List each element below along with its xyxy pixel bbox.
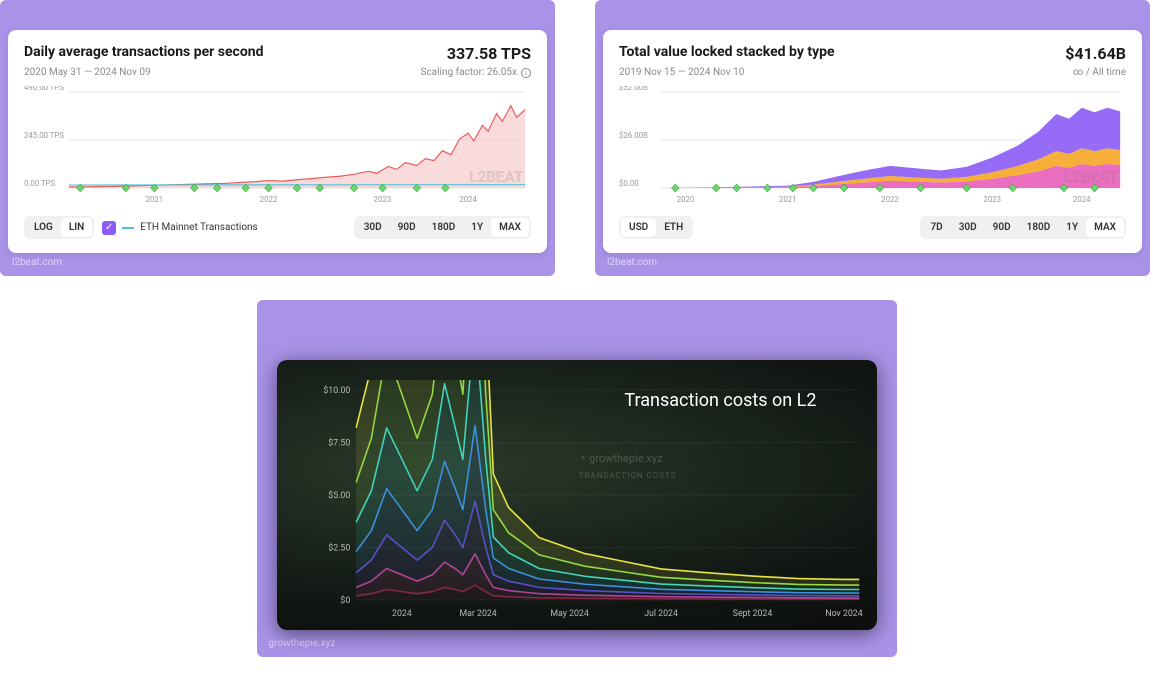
svg-text:May 2024: May 2024 <box>550 609 588 619</box>
tps-chart-area: 490.00 TPS 245.00 TPS 0.00 TPS 2021 2022 2023… <box>24 86 531 206</box>
info-icon[interactable]: i <box>521 68 531 78</box>
svg-text:2023: 2023 <box>984 195 1002 204</box>
tvl-range-toggle: 7D30D90D180D1YMAX <box>920 216 1126 239</box>
tps-value: 337.58 TPS <box>447 44 531 63</box>
legend-label: ETH Mainnet Transactions <box>140 222 258 233</box>
scale-log-button[interactable]: LOG <box>26 218 61 237</box>
svg-text:$0: $0 <box>340 595 350 606</box>
svg-text:2023: 2023 <box>374 195 392 204</box>
checkbox-icon: ✓ <box>102 221 116 235</box>
cost-card: Transaction costs on L2 ◔ growthepie.xyz… <box>277 360 877 630</box>
scale-lin-button[interactable]: LIN <box>61 218 92 237</box>
tps-scaling: Scaling factor: 26.05x <box>421 67 518 78</box>
svg-text:2022: 2022 <box>881 195 899 204</box>
svg-text:2021: 2021 <box>779 195 797 204</box>
range-1y-button[interactable]: 1Y <box>463 218 491 237</box>
tvl-chart-area: $52.00B$26.00B$0.0020202021202220232024 … <box>619 86 1126 206</box>
tvl-title: Total value locked stacked by type <box>619 44 835 60</box>
range-30d-button[interactable]: 30D <box>951 218 985 237</box>
svg-text:Jul 2024: Jul 2024 <box>644 609 678 619</box>
svg-text:2020: 2020 <box>677 195 695 204</box>
tps-date-range: 2020 May 31 — 2024 Nov 09 <box>24 67 151 78</box>
tvl-date-range: 2019 Nov 15 — 2024 Nov 10 <box>619 67 744 78</box>
svg-text:2022: 2022 <box>260 195 278 204</box>
svg-text:Mar 2024: Mar 2024 <box>459 609 496 619</box>
svg-text:245.00 TPS: 245.00 TPS <box>24 131 64 140</box>
svg-text:$26.00B: $26.00B <box>619 131 648 140</box>
tvl-value: $41.64B <box>1065 44 1126 63</box>
svg-text:$5.00: $5.00 <box>328 490 350 501</box>
range-max-button[interactable]: MAX <box>491 218 529 237</box>
svg-text:$10.00: $10.00 <box>323 385 350 396</box>
range-90d-button[interactable]: 90D <box>390 218 424 237</box>
tps-range-toggle: 30D90D180D1YMAX <box>354 216 531 239</box>
range-7d-button[interactable]: 7D <box>922 218 950 237</box>
range-max-button[interactable]: MAX <box>1086 218 1124 237</box>
tps-legend-eth[interactable]: ✓ ETH Mainnet Transactions <box>102 221 258 235</box>
cost-footer: growthepie.xyz <box>265 634 889 649</box>
range-1y-button[interactable]: 1Y <box>1058 218 1086 237</box>
svg-text:2021: 2021 <box>146 195 164 204</box>
svg-text:$52.00B: $52.00B <box>619 86 648 92</box>
currency-eth-button[interactable]: ETH <box>656 218 691 237</box>
tps-scale-toggle: LOGLIN <box>24 216 94 239</box>
svg-text:0.00 TPS: 0.00 TPS <box>24 179 55 188</box>
cost-panel: Transaction costs on L2 ◔ growthepie.xyz… <box>257 300 897 657</box>
cost-chart-area: $10.00 $7.50 $5.00 $2.50 $0 2024 Mar 2024 May 2… <box>323 380 869 620</box>
tps-footer: l2beat.com <box>8 253 547 268</box>
tvl-footer: l2beat.com <box>603 253 1142 268</box>
range-180d-button[interactable]: 180D <box>424 218 464 237</box>
tvl-card: Total value locked stacked by type $41.6… <box>603 30 1142 253</box>
svg-text:Sept 2024: Sept 2024 <box>732 609 772 619</box>
tps-title: Daily average transactions per second <box>24 44 263 60</box>
range-90d-button[interactable]: 90D <box>985 218 1019 237</box>
svg-text:2024: 2024 <box>459 195 477 204</box>
svg-text:2024: 2024 <box>1073 195 1091 204</box>
svg-text:2024: 2024 <box>392 609 412 619</box>
tvl-currency-toggle: USDETH <box>619 216 693 239</box>
tps-card: Daily average transactions per second 33… <box>8 30 547 253</box>
tvl-scaling: ∞ / All time <box>1073 67 1126 78</box>
svg-text:$7.50: $7.50 <box>328 437 350 448</box>
svg-text:$2.50: $2.50 <box>328 542 350 553</box>
currency-usd-button[interactable]: USD <box>621 218 656 237</box>
svg-text:$0.00: $0.00 <box>619 179 639 188</box>
range-180d-button[interactable]: 180D <box>1019 218 1059 237</box>
range-30d-button[interactable]: 30D <box>356 218 390 237</box>
tvl-panel: Total value locked stacked by type $41.6… <box>595 0 1150 276</box>
tps-panel: Daily average transactions per second 33… <box>0 0 555 276</box>
legend-line-icon <box>122 227 134 229</box>
svg-text:490.00 TPS: 490.00 TPS <box>24 86 64 92</box>
svg-text:Nov 2024: Nov 2024 <box>825 609 862 619</box>
